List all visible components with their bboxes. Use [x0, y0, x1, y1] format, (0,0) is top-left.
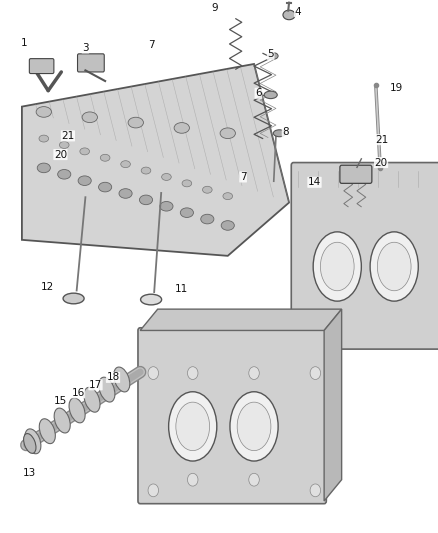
- Text: 15: 15: [54, 396, 67, 406]
- Text: 14: 14: [308, 177, 321, 187]
- FancyBboxPatch shape: [29, 59, 54, 74]
- Text: 7: 7: [148, 41, 155, 50]
- FancyBboxPatch shape: [78, 54, 104, 72]
- Ellipse shape: [182, 180, 192, 187]
- Circle shape: [310, 367, 321, 379]
- Circle shape: [249, 473, 259, 486]
- Text: 19: 19: [390, 83, 403, 93]
- Ellipse shape: [269, 53, 278, 59]
- FancyBboxPatch shape: [340, 165, 372, 183]
- Ellipse shape: [169, 392, 217, 461]
- Ellipse shape: [24, 433, 36, 454]
- Ellipse shape: [60, 142, 69, 148]
- Ellipse shape: [174, 123, 189, 133]
- Ellipse shape: [202, 187, 212, 193]
- Ellipse shape: [201, 214, 214, 224]
- Text: 7: 7: [240, 172, 247, 182]
- Ellipse shape: [273, 130, 286, 136]
- Text: 8: 8: [282, 127, 289, 136]
- Ellipse shape: [80, 148, 89, 155]
- Ellipse shape: [78, 176, 91, 185]
- Ellipse shape: [99, 182, 112, 192]
- Ellipse shape: [370, 232, 418, 301]
- Circle shape: [187, 473, 198, 486]
- Text: 20: 20: [54, 150, 67, 159]
- Ellipse shape: [221, 221, 234, 230]
- Circle shape: [310, 484, 321, 497]
- Ellipse shape: [37, 163, 50, 173]
- Ellipse shape: [139, 195, 152, 205]
- Ellipse shape: [63, 293, 84, 304]
- Circle shape: [148, 367, 159, 379]
- Ellipse shape: [283, 10, 295, 20]
- Text: 1: 1: [21, 38, 28, 47]
- Polygon shape: [324, 309, 342, 501]
- Text: 12: 12: [41, 282, 54, 292]
- Text: 21: 21: [61, 131, 74, 141]
- Circle shape: [187, 367, 198, 379]
- Text: 11: 11: [175, 284, 188, 294]
- Circle shape: [148, 484, 159, 497]
- Text: 13: 13: [23, 469, 36, 478]
- Polygon shape: [22, 64, 289, 256]
- Text: 21: 21: [375, 135, 389, 144]
- Text: 6: 6: [255, 88, 262, 98]
- Ellipse shape: [220, 128, 236, 139]
- Polygon shape: [140, 309, 342, 330]
- Ellipse shape: [58, 169, 71, 179]
- Ellipse shape: [162, 174, 171, 180]
- Ellipse shape: [36, 107, 52, 117]
- Text: 18: 18: [106, 373, 120, 382]
- Ellipse shape: [54, 408, 70, 433]
- Text: 9: 9: [211, 3, 218, 13]
- Ellipse shape: [313, 232, 361, 301]
- Text: 16: 16: [71, 388, 85, 398]
- Ellipse shape: [180, 208, 194, 217]
- Ellipse shape: [237, 402, 271, 451]
- FancyBboxPatch shape: [138, 328, 326, 504]
- Text: 4: 4: [294, 7, 301, 17]
- Ellipse shape: [141, 294, 162, 305]
- FancyBboxPatch shape: [291, 163, 438, 349]
- Ellipse shape: [100, 155, 110, 161]
- Ellipse shape: [160, 201, 173, 211]
- Ellipse shape: [119, 189, 132, 198]
- Ellipse shape: [128, 117, 144, 128]
- Ellipse shape: [99, 377, 115, 402]
- Ellipse shape: [377, 242, 411, 291]
- Ellipse shape: [264, 91, 277, 99]
- Ellipse shape: [320, 242, 354, 291]
- Text: 3: 3: [82, 43, 89, 53]
- Ellipse shape: [121, 161, 131, 168]
- Text: 17: 17: [89, 380, 102, 390]
- Ellipse shape: [223, 193, 233, 199]
- Ellipse shape: [84, 387, 100, 412]
- Ellipse shape: [69, 398, 85, 423]
- Ellipse shape: [39, 135, 49, 142]
- Text: 20: 20: [374, 158, 388, 167]
- Text: 5: 5: [267, 50, 274, 59]
- Ellipse shape: [230, 392, 278, 461]
- Ellipse shape: [39, 419, 55, 443]
- Ellipse shape: [176, 402, 209, 451]
- Ellipse shape: [82, 112, 97, 123]
- Circle shape: [249, 367, 259, 379]
- Ellipse shape: [141, 167, 151, 174]
- Ellipse shape: [25, 429, 41, 454]
- Ellipse shape: [114, 367, 130, 392]
